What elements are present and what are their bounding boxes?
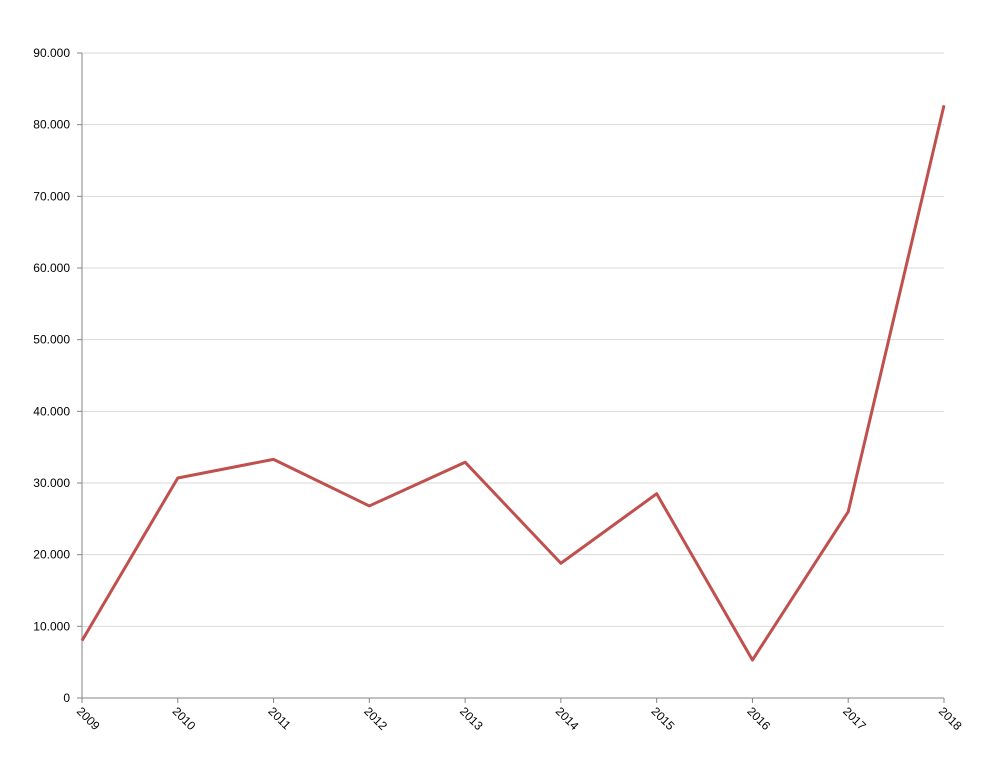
y-tick-label: 80.000: [33, 118, 70, 132]
x-tick-label: 2009: [74, 704, 103, 733]
y-tick-label: 20.000: [33, 548, 70, 562]
y-tick-label: 90.000: [33, 46, 70, 60]
x-tick-label: 2014: [553, 704, 582, 733]
x-tick-label: 2017: [840, 704, 869, 733]
y-tick-label: 70.000: [33, 189, 70, 203]
y-tick-label: 10.000: [33, 619, 70, 633]
x-tick-label: 2013: [457, 704, 486, 733]
x-tick-label: 2016: [744, 704, 773, 733]
x-tick-label: 2015: [649, 704, 678, 733]
x-tick-label: 2012: [361, 704, 390, 733]
x-tick-label: 2010: [170, 704, 199, 733]
y-tick-label: 50.000: [33, 333, 70, 347]
y-tick-label: 30.000: [33, 476, 70, 490]
y-tick-label: 0: [63, 691, 70, 705]
line: [80, 104, 946, 662]
y-tick-label: 60.000: [33, 261, 70, 275]
y-tick-label: 40.000: [33, 404, 70, 418]
x-tick-label: 2011: [265, 704, 293, 732]
x-tick-label: 2018: [936, 704, 965, 733]
